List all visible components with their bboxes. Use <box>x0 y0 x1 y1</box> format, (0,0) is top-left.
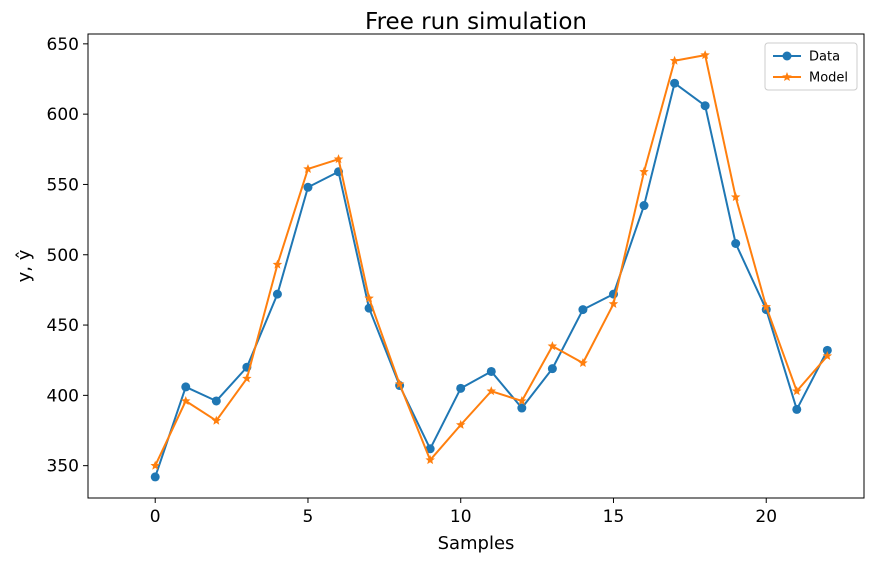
data-point <box>272 289 282 299</box>
data-point <box>670 78 680 88</box>
x-axis-label: Samples <box>438 533 515 554</box>
chart-marks <box>150 50 833 482</box>
data-point <box>578 305 588 315</box>
x-tick-label: 5 <box>303 507 314 527</box>
data-point <box>731 239 741 249</box>
model-point <box>578 358 588 368</box>
plot-area <box>88 34 864 498</box>
y-tick-label: 500 <box>47 246 79 266</box>
y-tick-label: 600 <box>47 105 79 125</box>
legend-label: Data <box>809 50 840 65</box>
model-point <box>455 419 466 429</box>
legend-label: Model <box>809 71 848 86</box>
x-tick-label: 20 <box>755 507 777 527</box>
data-point <box>517 403 527 413</box>
y-tick-label: 550 <box>47 175 79 195</box>
model-point <box>761 301 771 311</box>
model-point <box>272 259 283 269</box>
legend-marker <box>782 72 792 82</box>
model-point <box>608 298 619 309</box>
model-point <box>517 395 527 406</box>
model-point <box>700 50 710 60</box>
x-tick-label: 15 <box>603 507 625 527</box>
legend-marker <box>782 51 792 61</box>
data-point <box>303 182 313 192</box>
x-tick-label: 10 <box>450 507 472 527</box>
model-point <box>303 163 313 174</box>
y-axis-label: y, ŷ <box>14 249 35 282</box>
model-point <box>822 350 833 361</box>
data-point <box>822 345 832 355</box>
data-point <box>181 382 191 392</box>
model-point <box>150 460 160 470</box>
model-point <box>364 293 374 303</box>
model-point <box>394 379 405 389</box>
chart-title: Free run simulation <box>365 9 587 35</box>
model-point <box>669 55 680 65</box>
y-tick-label: 450 <box>47 316 79 336</box>
model-point <box>639 166 649 176</box>
data-point <box>486 366 496 376</box>
data-point <box>150 472 160 482</box>
model-point <box>425 455 435 465</box>
model-point <box>730 192 741 202</box>
model-point <box>792 386 802 396</box>
data-point <box>211 396 221 406</box>
data-point <box>700 101 710 111</box>
data-point <box>547 364 557 374</box>
x-tick-label: 0 <box>150 507 161 527</box>
data-point <box>456 383 466 393</box>
model-point <box>211 415 222 425</box>
legend: Data Model <box>764 42 858 91</box>
model-point <box>242 373 252 383</box>
model-point <box>333 154 344 164</box>
model-point <box>486 386 497 396</box>
y-tick-label: 650 <box>47 35 79 55</box>
y-tick-label: 350 <box>47 457 79 477</box>
y-tick-label: 400 <box>47 386 79 406</box>
data-point <box>639 201 649 211</box>
plot-frame <box>87 33 865 499</box>
axis-ticks: 0 5 10 15 20 350 400 450 500 550 600 650 <box>47 35 778 527</box>
data-point <box>792 404 802 414</box>
model-point <box>181 395 191 406</box>
series-model <box>150 50 833 470</box>
data-point <box>425 444 435 454</box>
model-point <box>547 341 558 351</box>
